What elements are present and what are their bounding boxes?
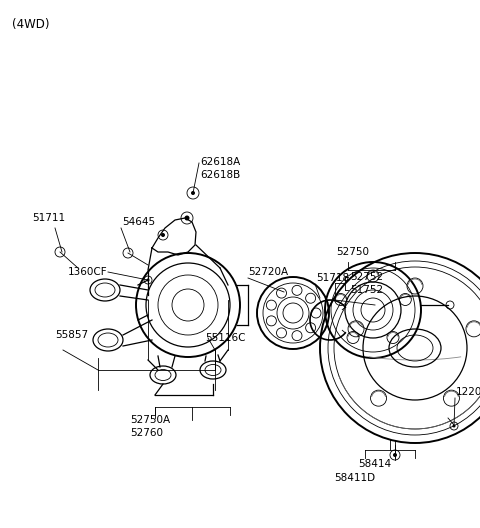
Circle shape [393,453,397,457]
Circle shape [191,191,195,195]
Circle shape [184,215,190,221]
Text: 1360CF: 1360CF [68,267,108,277]
Text: 52750A: 52750A [130,415,170,425]
Text: 51711: 51711 [32,213,65,223]
Text: 52752: 52752 [350,272,383,282]
Text: (4WD): (4WD) [12,18,49,31]
Circle shape [453,425,456,428]
Text: 54645: 54645 [122,217,155,227]
Text: 52720A: 52720A [248,267,288,277]
Text: 55857: 55857 [55,330,88,340]
Text: 62618B: 62618B [200,170,240,180]
Circle shape [161,233,165,237]
Text: 1220FS: 1220FS [456,387,480,397]
Text: 55116C: 55116C [205,333,245,343]
Text: 52760: 52760 [130,428,163,438]
Text: 58411D: 58411D [335,473,375,483]
Text: 51718: 51718 [316,273,349,283]
Text: 58414: 58414 [358,459,391,469]
Text: 51752: 51752 [350,285,383,295]
Circle shape [146,278,149,281]
Text: 62618A: 62618A [200,157,240,167]
Text: 52750: 52750 [336,247,369,257]
